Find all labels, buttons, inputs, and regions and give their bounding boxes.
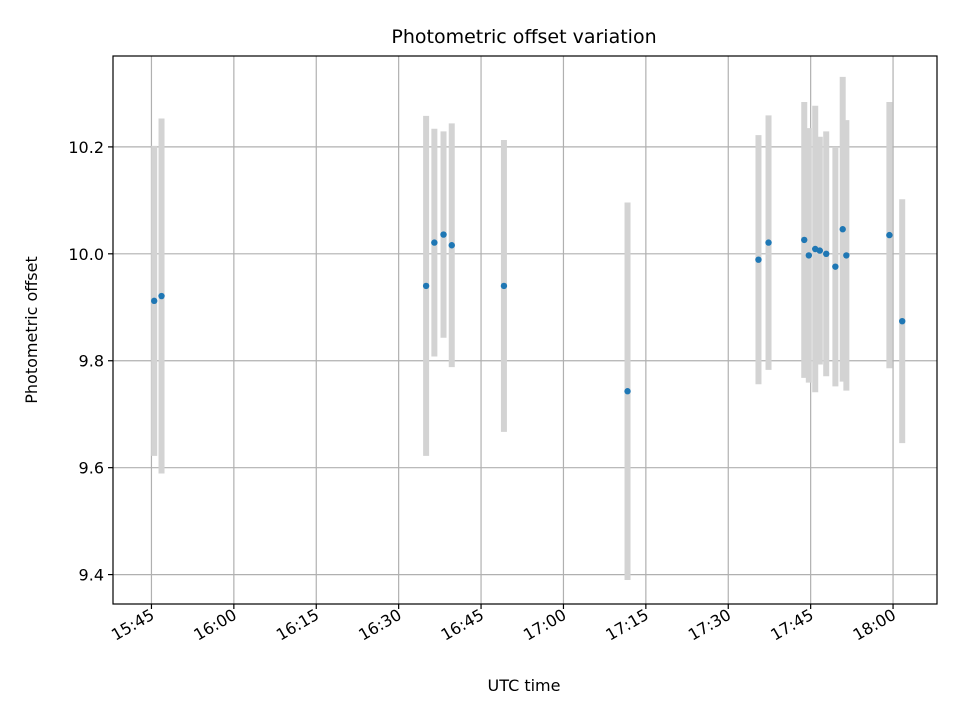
error-bars [151, 76, 906, 580]
x-tick-label: 16:15 [273, 605, 322, 645]
chart-title: Photometric offset variation [391, 26, 656, 48]
data-point [624, 388, 631, 395]
x-axis: 15:45 16:00 16:15 16:30 16:45 17:00 17:15 17:30… [108, 604, 899, 645]
y-tick-label: 10.2 [68, 138, 104, 157]
data-point [431, 239, 438, 246]
data-point [843, 252, 850, 259]
data-point [899, 317, 906, 325]
x-tick-label: 16:30 [355, 605, 404, 645]
data-point [832, 263, 839, 270]
x-tick-label: 17:15 [602, 605, 651, 645]
data-point [448, 242, 455, 249]
data-point [886, 231, 893, 239]
data-point [823, 250, 830, 258]
x-tick-label: 17:00 [520, 605, 569, 645]
data-point [151, 297, 158, 305]
y-tick-label: 9.6 [79, 459, 104, 478]
y-axis-label: Photometric offset [22, 256, 41, 404]
x-tick-label: 17:30 [685, 605, 734, 645]
x-axis-label: UTC time [488, 676, 561, 695]
data-point [765, 239, 772, 246]
data-point [440, 231, 447, 238]
x-tick-label: 16:45 [438, 605, 487, 645]
x-tick-label: 15:45 [108, 605, 157, 645]
data-point [801, 236, 808, 244]
data-point [805, 252, 813, 259]
data-point [158, 292, 165, 300]
data-point [839, 226, 846, 233]
data-points [151, 226, 906, 395]
x-tick-label: 17:45 [767, 605, 816, 645]
data-point [500, 282, 508, 290]
y-tick-label: 10.0 [68, 245, 104, 264]
data-point [755, 256, 762, 263]
x-tick-label: 18:00 [850, 605, 899, 645]
grid [113, 56, 937, 604]
plot-frame [112, 55, 938, 605]
data-point [422, 282, 430, 290]
data-point [816, 247, 824, 254]
y-axis: 9.4 9.6 9.8 10.0 10.2 [68, 138, 113, 585]
x-tick-label: 16:00 [190, 605, 239, 645]
y-tick-label: 9.4 [79, 566, 104, 585]
y-tick-label: 9.8 [79, 352, 104, 371]
